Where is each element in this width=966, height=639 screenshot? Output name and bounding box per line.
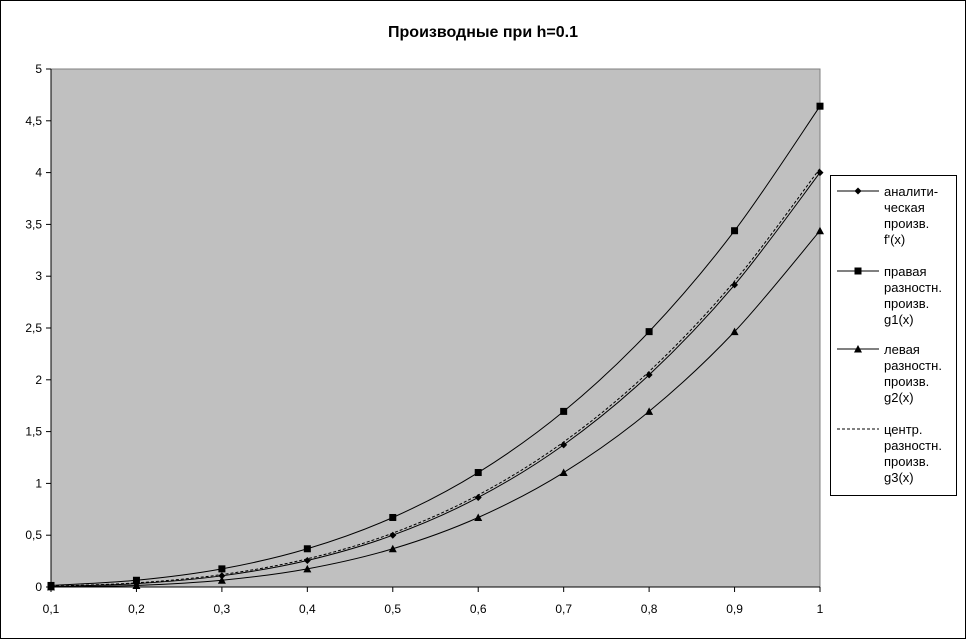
plot-area bbox=[50, 68, 821, 588]
data-point bbox=[816, 226, 824, 235]
data-point bbox=[731, 227, 739, 235]
right-diff-series bbox=[47, 102, 824, 589]
series-layer bbox=[47, 102, 824, 591]
chart-title: Производные при h=0.1 bbox=[388, 24, 578, 41]
central-diff-series bbox=[50, 168, 821, 587]
series-line bbox=[50, 168, 821, 587]
data-point bbox=[217, 576, 226, 584]
data-point bbox=[560, 407, 568, 415]
y-tick-label: 1,5 bbox=[25, 425, 42, 439]
y-tick-label: 5 bbox=[35, 62, 42, 76]
x-tick-label: 0,1 bbox=[43, 602, 60, 616]
legend-sample bbox=[837, 345, 879, 353]
data-point bbox=[645, 407, 654, 415]
legend-sample bbox=[837, 428, 879, 430]
legend-sample bbox=[837, 267, 879, 275]
left-diff-series bbox=[47, 226, 824, 591]
data-point bbox=[132, 576, 140, 584]
data-point bbox=[47, 582, 55, 591]
legend-label: центр. разностн. произв. g3(x) bbox=[884, 422, 942, 485]
data-point bbox=[474, 493, 482, 501]
axes: 0 0,5 1 1,5 2 2,5 3 3,5 4 4,5 5 0,1 0,2 0,3 0,4 0,5 0,6 0… bbox=[25, 62, 823, 616]
legend: аналити- ческая произв. f'(x) правая разн… bbox=[830, 175, 957, 496]
data-point bbox=[218, 572, 226, 580]
series-line bbox=[50, 105, 821, 586]
data-point bbox=[560, 441, 568, 449]
data-point bbox=[389, 513, 397, 521]
data-point bbox=[474, 469, 482, 477]
y-tick-label: 3 bbox=[35, 269, 42, 283]
data-point bbox=[388, 544, 397, 553]
data-point bbox=[218, 565, 226, 573]
data-point bbox=[303, 545, 311, 553]
series-line bbox=[50, 230, 821, 588]
y-tick-label: 0 bbox=[35, 580, 42, 594]
data-point bbox=[645, 328, 653, 336]
y-tick-label: 0,5 bbox=[25, 528, 42, 542]
y-tick-label: 3,5 bbox=[25, 217, 42, 231]
data-point bbox=[816, 102, 824, 110]
legend-marker bbox=[854, 345, 862, 353]
data-point bbox=[731, 281, 739, 289]
y-tick-label: 2 bbox=[35, 373, 42, 387]
data-point bbox=[559, 468, 568, 477]
legend-label: правая разностн. произв. g1(x) bbox=[884, 264, 942, 327]
x-tick-label: 1 bbox=[817, 602, 824, 616]
legend-marker bbox=[854, 267, 862, 275]
x-tick-label: 0,3 bbox=[214, 602, 231, 616]
y-tick-label: 1 bbox=[35, 476, 42, 490]
x-tick-label: 0,5 bbox=[384, 602, 401, 616]
x-tick-label: 0,7 bbox=[555, 602, 572, 616]
legend-label: левая разностн. произв. g2(x) bbox=[884, 342, 942, 405]
series-line bbox=[50, 172, 821, 588]
y-tick-label: 4 bbox=[35, 166, 42, 180]
data-point bbox=[303, 564, 312, 573]
legend-sample bbox=[837, 187, 879, 195]
x-tick-label: 0,2 bbox=[128, 602, 145, 616]
legend-label: аналити- ческая произв. f'(x) bbox=[884, 184, 939, 247]
data-point bbox=[132, 581, 141, 589]
legend-marker bbox=[854, 187, 862, 195]
y-tick-label: 2,5 bbox=[25, 321, 42, 335]
y-tick-label: 4,5 bbox=[25, 114, 42, 128]
x-tick-label: 0,9 bbox=[726, 602, 743, 616]
x-tick-label: 0,6 bbox=[470, 602, 487, 616]
x-tick-label: 0,4 bbox=[299, 602, 316, 616]
data-point bbox=[730, 327, 739, 336]
x-tick-label: 0,8 bbox=[641, 602, 658, 616]
data-point bbox=[474, 513, 483, 521]
